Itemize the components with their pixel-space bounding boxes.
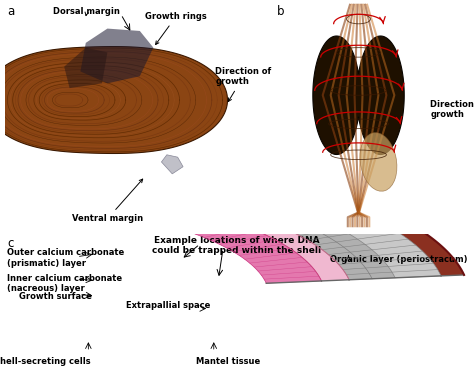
Text: Growth rings: Growth rings (145, 12, 207, 45)
Text: Example locations of where DNA
could be trapped within the shell: Example locations of where DNA could be … (153, 236, 321, 255)
Text: Outer calcium carbonate
(prismatic) layer: Outer calcium carbonate (prismatic) laye… (7, 248, 124, 268)
Polygon shape (64, 48, 108, 88)
Polygon shape (55, 178, 349, 281)
Polygon shape (162, 155, 183, 174)
Polygon shape (313, 36, 404, 155)
Text: a: a (8, 5, 15, 18)
Polygon shape (79, 151, 441, 278)
Ellipse shape (360, 133, 397, 191)
Text: Organic layer (periostracum): Organic layer (periostracum) (330, 255, 467, 264)
Text: Ventral margin: Ventral margin (72, 179, 143, 223)
Polygon shape (38, 186, 321, 283)
Text: c: c (7, 237, 13, 250)
Text: Inner calcium carbonate
(nacreous) layer: Inner calcium carbonate (nacreous) layer (7, 274, 122, 293)
Polygon shape (93, 144, 464, 276)
Text: b: b (277, 5, 284, 18)
Text: Growth surface: Growth surface (18, 292, 91, 301)
Polygon shape (0, 46, 228, 153)
Text: Mantel tissue: Mantel tissue (196, 358, 260, 366)
Text: Direction of
growth: Direction of growth (216, 67, 272, 101)
Text: Dorsal margin: Dorsal margin (54, 7, 120, 16)
Polygon shape (64, 164, 395, 280)
Text: Shell-secreting cells: Shell-secreting cells (0, 358, 90, 366)
Text: Direction of
growth: Direction of growth (430, 100, 474, 119)
Polygon shape (81, 29, 153, 84)
Text: Extrapallial space: Extrapallial space (126, 301, 210, 310)
